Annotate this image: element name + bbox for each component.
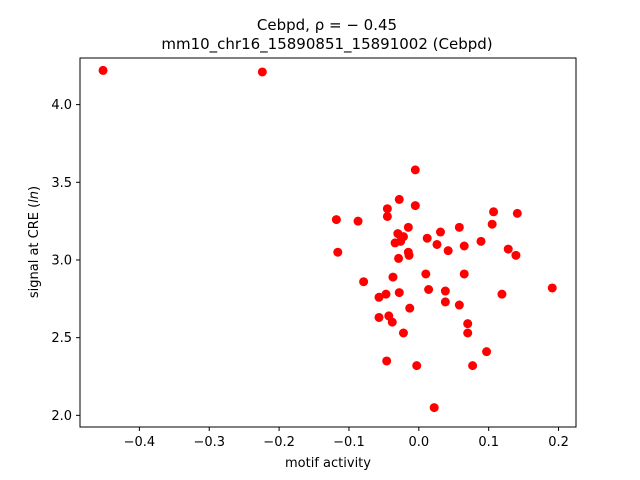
- data-point: [331, 215, 341, 225]
- chart-title-line-2: mm10_chr16_15890851_15891002 (Cebpd): [161, 35, 492, 54]
- data-point: [374, 312, 384, 322]
- data-point: [353, 216, 363, 226]
- data-point: [404, 250, 414, 260]
- data-point: [412, 361, 422, 371]
- data-point: [459, 241, 469, 251]
- data-point: [403, 222, 413, 232]
- data-point: [257, 67, 267, 77]
- data-point: [476, 236, 486, 246]
- data-point: [503, 244, 513, 254]
- data-point: [388, 272, 398, 282]
- data-point: [359, 277, 369, 287]
- data-point: [410, 165, 420, 175]
- x-axis-ticks: −0.4 −0.3 −0.2 −0.1 0.0 0.1 0.2: [124, 427, 569, 450]
- chart-title-line-1: Cebpd, ρ = − 0.45: [257, 16, 397, 34]
- data-point: [497, 289, 507, 299]
- data-point: [463, 328, 473, 338]
- x-tick-label: −0.4: [124, 435, 156, 450]
- points-layer: [98, 65, 557, 413]
- y-tick-label: 2.5: [51, 331, 72, 346]
- y-tick-label: 4.0: [51, 98, 72, 113]
- data-point: [468, 361, 478, 371]
- y-axis-label: signal at CRE (ln): [27, 186, 42, 298]
- data-point: [387, 317, 397, 327]
- data-point: [422, 233, 432, 243]
- y-tick-label: 3.5: [51, 176, 72, 191]
- data-point: [394, 253, 404, 263]
- data-point: [429, 403, 439, 413]
- data-point: [463, 319, 473, 329]
- data-point: [398, 328, 408, 338]
- data-point: [394, 194, 404, 204]
- data-point: [405, 303, 415, 313]
- data-point: [487, 219, 497, 229]
- x-tick-label: −0.2: [263, 435, 295, 450]
- data-point: [394, 288, 404, 298]
- data-point: [381, 289, 391, 299]
- data-point: [547, 283, 557, 293]
- data-point: [410, 201, 420, 211]
- x-axis-label: motif activity: [285, 456, 371, 471]
- data-point: [374, 292, 384, 302]
- data-point: [443, 246, 453, 256]
- y-axis-ticks: 2.0 2.5 3.0 3.5 4.0: [51, 98, 80, 424]
- data-point: [454, 300, 464, 310]
- data-point: [382, 356, 392, 366]
- y-tick-label: 2.0: [51, 409, 72, 424]
- data-point: [333, 247, 343, 257]
- data-point: [482, 347, 492, 357]
- data-point: [382, 204, 392, 214]
- x-tick-label: −0.1: [333, 435, 365, 450]
- x-tick-label: 0.1: [478, 435, 499, 450]
- y-tick-label: 3.0: [51, 253, 72, 268]
- plot-frame: [79, 57, 577, 428]
- data-point: [454, 222, 464, 232]
- data-point: [398, 232, 408, 242]
- data-point: [382, 211, 392, 221]
- data-point: [511, 250, 521, 260]
- data-point: [421, 269, 431, 279]
- data-point: [432, 239, 442, 249]
- data-point: [98, 65, 108, 75]
- data-point: [440, 297, 450, 307]
- x-tick-label: 0.2: [548, 435, 569, 450]
- data-point: [459, 269, 469, 279]
- data-point: [489, 207, 499, 217]
- data-point: [440, 286, 450, 296]
- x-tick-label: 0.0: [408, 435, 429, 450]
- x-tick-label: −0.3: [193, 435, 225, 450]
- data-point: [435, 227, 445, 237]
- data-point: [424, 285, 434, 294]
- data-point: [512, 208, 522, 218]
